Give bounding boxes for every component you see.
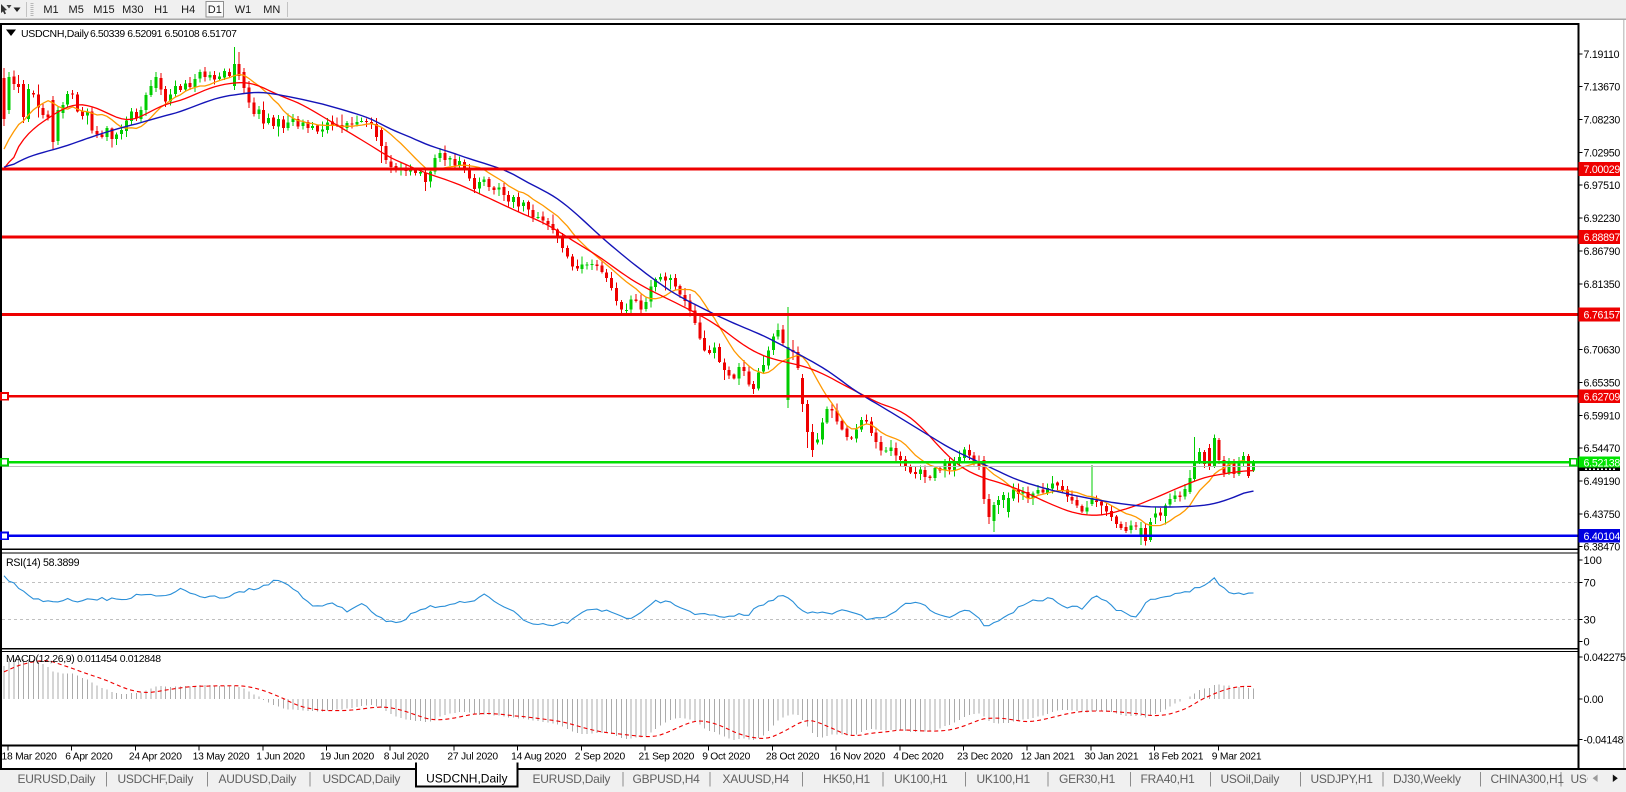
svg-text:7.02950: 7.02950 bbox=[1584, 147, 1621, 159]
svg-text:27 Jul 2020: 27 Jul 2020 bbox=[447, 752, 498, 763]
svg-text:GBPUSD,H4: GBPUSD,H4 bbox=[633, 772, 701, 786]
svg-text:FRA40,H1: FRA40,H1 bbox=[1141, 772, 1196, 786]
svg-text:6.54470: 6.54470 bbox=[1584, 443, 1621, 455]
svg-text:6.40104: 6.40104 bbox=[1584, 531, 1621, 543]
svg-text:28 Oct 2020: 28 Oct 2020 bbox=[766, 752, 820, 763]
svg-text:13 May 2020: 13 May 2020 bbox=[193, 752, 250, 763]
svg-text:7.13670: 7.13670 bbox=[1584, 82, 1621, 94]
svg-text:6.97510: 6.97510 bbox=[1584, 180, 1621, 192]
svg-text:6.50339 6.52091 6.50108 6.5170: 6.50339 6.52091 6.50108 6.51707 bbox=[90, 29, 237, 40]
svg-text:D1: D1 bbox=[208, 4, 222, 16]
svg-text:8 Jul 2020: 8 Jul 2020 bbox=[384, 752, 430, 763]
svg-text:MACD(12,26,9) 0.011454 0.01284: MACD(12,26,9) 0.011454 0.012848 bbox=[6, 653, 161, 665]
svg-text:6.92230: 6.92230 bbox=[1584, 213, 1621, 225]
svg-text:H1: H1 bbox=[154, 4, 168, 16]
svg-text:UK100,H1: UK100,H1 bbox=[977, 772, 1031, 786]
svg-text:9 Mar 2021: 9 Mar 2021 bbox=[1212, 752, 1262, 763]
svg-text:2 Sep 2020: 2 Sep 2020 bbox=[575, 752, 626, 763]
svg-text:M1: M1 bbox=[43, 4, 58, 16]
svg-text:14 Aug 2020: 14 Aug 2020 bbox=[511, 752, 567, 763]
svg-text:7.19110: 7.19110 bbox=[1584, 49, 1620, 61]
svg-text:1 Jun 2020: 1 Jun 2020 bbox=[256, 752, 305, 763]
svg-text:-0.04148: -0.04148 bbox=[1584, 735, 1624, 747]
svg-text:30: 30 bbox=[1584, 614, 1596, 626]
svg-text:H4: H4 bbox=[181, 4, 195, 16]
svg-text:6.76157: 6.76157 bbox=[1584, 310, 1621, 322]
svg-text:MN: MN bbox=[263, 4, 280, 16]
svg-text:USDCNH,Daily: USDCNH,Daily bbox=[21, 28, 90, 40]
svg-text:6.81350: 6.81350 bbox=[1584, 279, 1621, 291]
svg-text:XAUUSD,H4: XAUUSD,H4 bbox=[723, 772, 790, 786]
svg-text:USDJPY,H1: USDJPY,H1 bbox=[1311, 772, 1374, 786]
svg-text:DJ30,Weekly: DJ30,Weekly bbox=[1393, 772, 1461, 786]
svg-text:6.52138: 6.52138 bbox=[1584, 457, 1621, 469]
svg-text:M15: M15 bbox=[93, 4, 114, 16]
svg-text:USDCHF,Daily: USDCHF,Daily bbox=[118, 772, 194, 786]
svg-text:100: 100 bbox=[1584, 555, 1602, 567]
svg-text:7.08230: 7.08230 bbox=[1584, 115, 1621, 127]
svg-text:6.43750: 6.43750 bbox=[1584, 509, 1621, 521]
svg-text:24 Apr 2020: 24 Apr 2020 bbox=[129, 752, 182, 763]
svg-text:18 Mar 2020: 18 Mar 2020 bbox=[2, 752, 58, 763]
svg-text:21 Sep 2020: 21 Sep 2020 bbox=[639, 752, 695, 763]
svg-text:EURUSD,Daily: EURUSD,Daily bbox=[533, 772, 611, 786]
svg-text:6.38470: 6.38470 bbox=[1584, 542, 1621, 554]
svg-text:18 Feb 2021: 18 Feb 2021 bbox=[1148, 752, 1204, 763]
svg-text:CHINA300,H1: CHINA300,H1 bbox=[1491, 772, 1565, 786]
svg-text:23 Dec 2020: 23 Dec 2020 bbox=[957, 752, 1013, 763]
svg-text:6 Apr 2020: 6 Apr 2020 bbox=[65, 752, 113, 763]
svg-text:6.49190: 6.49190 bbox=[1584, 476, 1621, 488]
svg-text:RSI(14) 58.3899: RSI(14) 58.3899 bbox=[6, 557, 80, 569]
svg-text:6.62709: 6.62709 bbox=[1584, 392, 1621, 404]
svg-text:30 Jan 2021: 30 Jan 2021 bbox=[1084, 752, 1138, 763]
svg-text:USO: USO bbox=[1571, 772, 1596, 786]
svg-text:4 Dec 2020: 4 Dec 2020 bbox=[893, 752, 944, 763]
svg-text:M30: M30 bbox=[122, 4, 143, 16]
svg-text:7.00029: 7.00029 bbox=[1584, 164, 1621, 176]
svg-text:GER30,H1: GER30,H1 bbox=[1059, 772, 1116, 786]
svg-text:USDCAD,Daily: USDCAD,Daily bbox=[323, 772, 401, 786]
svg-text:6.59910: 6.59910 bbox=[1584, 410, 1621, 422]
svg-text:0: 0 bbox=[1584, 637, 1590, 649]
svg-text:12 Jan 2021: 12 Jan 2021 bbox=[1021, 752, 1075, 763]
svg-text:UK100,H1: UK100,H1 bbox=[894, 772, 948, 786]
svg-text:W1: W1 bbox=[235, 4, 252, 16]
svg-text:9 Oct 2020: 9 Oct 2020 bbox=[702, 752, 750, 763]
svg-text:6.86790: 6.86790 bbox=[1584, 246, 1621, 258]
svg-text:0.00: 0.00 bbox=[1584, 694, 1604, 706]
svg-text:70: 70 bbox=[1584, 577, 1596, 589]
svg-text:6.70630: 6.70630 bbox=[1584, 345, 1621, 357]
svg-text:6.65350: 6.65350 bbox=[1584, 377, 1621, 389]
svg-text:USDCNH,Daily: USDCNH,Daily bbox=[426, 772, 507, 786]
svg-text:0.042275: 0.042275 bbox=[1584, 652, 1626, 664]
svg-text:19 Jun 2020: 19 Jun 2020 bbox=[320, 752, 374, 763]
svg-text:EURUSD,Daily: EURUSD,Daily bbox=[18, 772, 96, 786]
svg-text:USOil,Daily: USOil,Daily bbox=[1221, 772, 1280, 786]
svg-text:16 Nov 2020: 16 Nov 2020 bbox=[830, 752, 886, 763]
svg-text:M5: M5 bbox=[69, 4, 84, 16]
svg-text:HK50,H1: HK50,H1 bbox=[823, 772, 871, 786]
svg-text:AUDUSD,Daily: AUDUSD,Daily bbox=[219, 772, 297, 786]
svg-text:6.88897: 6.88897 bbox=[1584, 232, 1621, 244]
